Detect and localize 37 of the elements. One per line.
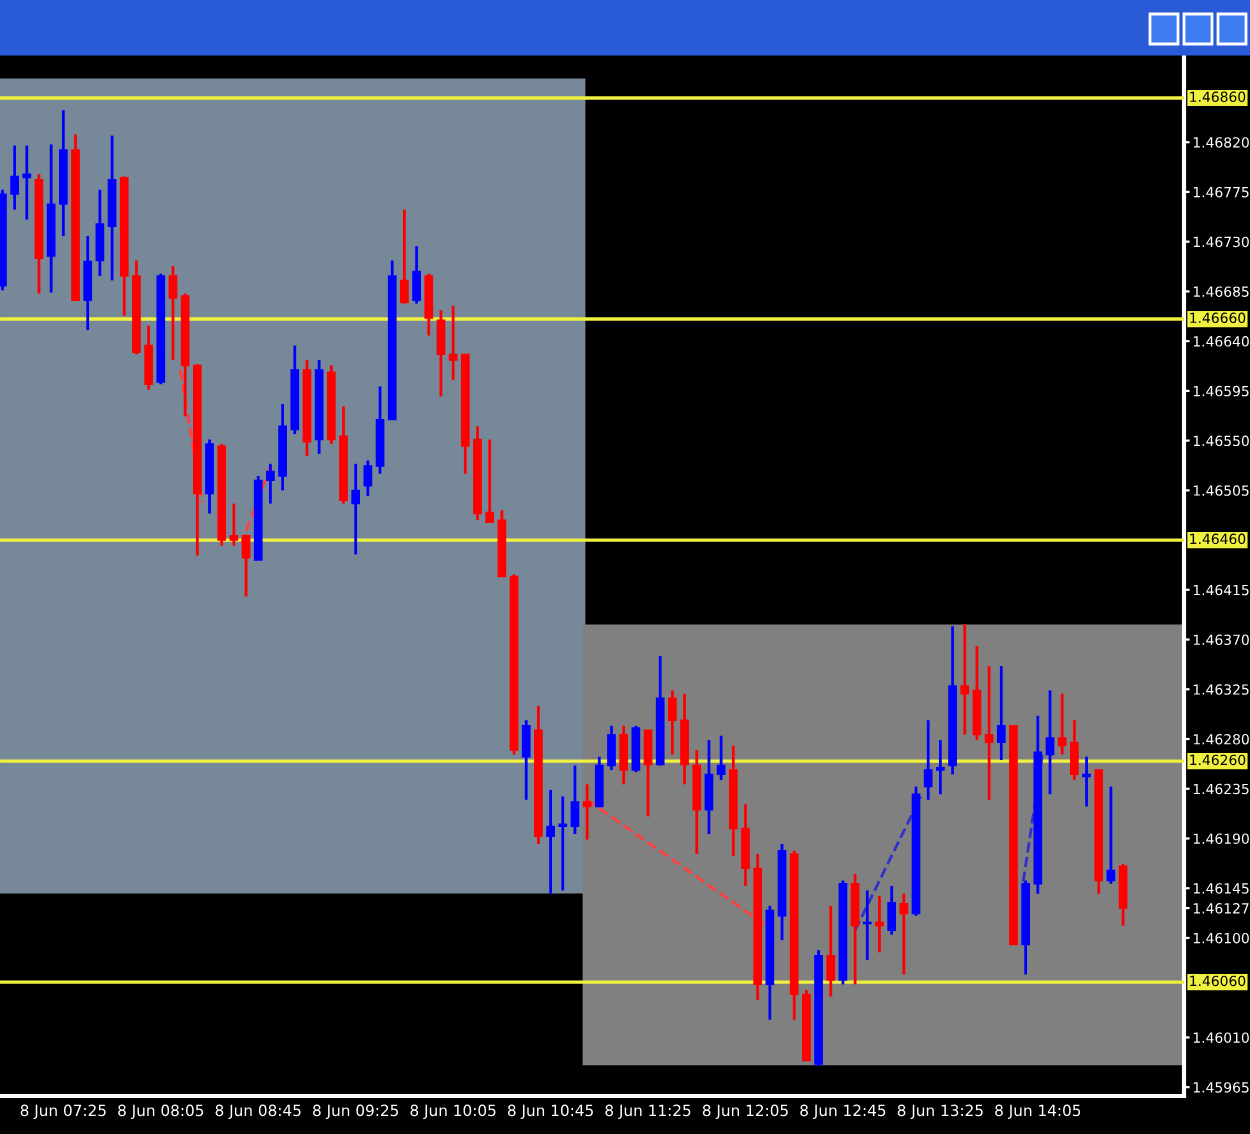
candlestick <box>582 782 592 841</box>
candlestick <box>1045 689 1055 796</box>
candlestick <box>1118 862 1128 928</box>
candlestick <box>704 738 714 836</box>
candlestick <box>412 244 421 305</box>
candlestick <box>1106 785 1116 886</box>
candlestick <box>351 462 361 556</box>
candlestick <box>229 502 239 547</box>
candlestick <box>643 728 653 818</box>
candlestick <box>375 385 385 476</box>
candlestick <box>168 264 178 362</box>
candlestick <box>984 664 994 802</box>
candlestick <box>899 892 909 976</box>
candlestick <box>631 724 641 774</box>
candlestick <box>850 872 860 986</box>
candlestick <box>448 304 458 382</box>
candlestick <box>875 894 884 954</box>
candlestick <box>570 764 580 836</box>
candlestick <box>716 734 726 782</box>
candlestick <box>996 664 1006 762</box>
candlestick <box>619 724 629 786</box>
candlestick <box>972 644 982 742</box>
candlestick <box>83 234 93 332</box>
candlestick <box>436 308 446 398</box>
candlestick <box>241 533 251 598</box>
candlestick <box>826 904 836 998</box>
candlestick <box>363 459 373 498</box>
candlestick <box>887 884 897 937</box>
candlestick <box>862 889 872 962</box>
candlestick <box>692 748 702 856</box>
candlestick <box>424 272 434 338</box>
candlestick <box>107 134 117 282</box>
candlestick <box>521 718 531 802</box>
candlestick <box>400 208 409 305</box>
candlestick <box>960 622 970 736</box>
candlestick <box>1082 755 1091 808</box>
candlestick <box>95 188 105 278</box>
